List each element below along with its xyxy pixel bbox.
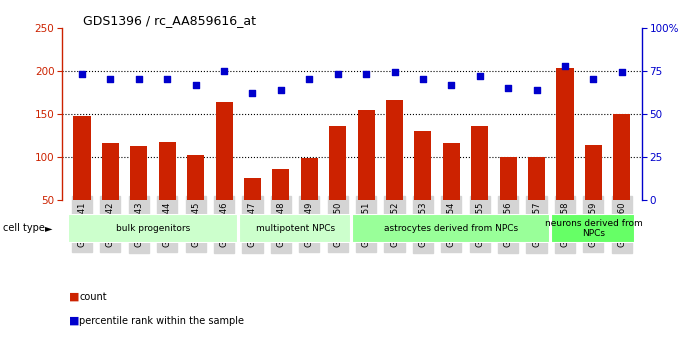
Point <box>332 71 343 77</box>
Point <box>161 77 172 82</box>
Point <box>389 70 400 75</box>
Bar <box>353 215 550 243</box>
Bar <box>585 145 602 243</box>
Point <box>247 90 258 96</box>
Bar <box>556 68 573 243</box>
Text: ►: ► <box>45 224 52 233</box>
Point <box>417 77 428 82</box>
Bar <box>102 143 119 243</box>
Text: percentile rank within the sample: percentile rank within the sample <box>79 316 244 326</box>
Bar <box>244 178 261 243</box>
Bar <box>301 158 318 243</box>
Bar <box>471 126 489 243</box>
Point <box>502 85 513 91</box>
Text: cell type: cell type <box>3 224 46 233</box>
Point <box>560 63 571 68</box>
Bar <box>528 157 545 243</box>
Point <box>361 71 372 77</box>
Text: bulk progenitors: bulk progenitors <box>116 224 190 233</box>
Text: GDS1396 / rc_AA859616_at: GDS1396 / rc_AA859616_at <box>83 14 256 27</box>
Point <box>588 77 599 82</box>
Bar <box>73 117 90 243</box>
Point <box>105 77 116 82</box>
Point <box>531 87 542 92</box>
Text: ■: ■ <box>69 316 79 326</box>
Bar <box>239 215 351 243</box>
Point <box>275 87 286 92</box>
Bar <box>443 143 460 243</box>
Point <box>304 77 315 82</box>
Bar <box>273 169 289 243</box>
Bar <box>500 157 517 243</box>
Text: multipotent NPCs: multipotent NPCs <box>255 224 335 233</box>
Bar <box>130 146 148 243</box>
Bar <box>613 114 631 243</box>
Bar <box>386 100 403 243</box>
Point <box>616 70 627 75</box>
Point <box>133 77 144 82</box>
Point <box>77 71 88 77</box>
Bar <box>68 215 237 243</box>
Bar <box>329 126 346 243</box>
Bar <box>415 131 431 243</box>
Bar <box>551 215 635 243</box>
Text: astrocytes derived from NPCs: astrocytes derived from NPCs <box>384 224 518 233</box>
Point <box>446 82 457 87</box>
Bar <box>357 110 375 243</box>
Bar <box>159 142 176 243</box>
Text: count: count <box>79 292 107 302</box>
Point <box>474 73 485 79</box>
Text: ■: ■ <box>69 292 79 302</box>
Bar <box>215 102 233 243</box>
Bar <box>187 155 204 243</box>
Point <box>219 68 230 73</box>
Point <box>190 82 201 87</box>
Text: neurons derived from
NPCs: neurons derived from NPCs <box>544 219 642 238</box>
